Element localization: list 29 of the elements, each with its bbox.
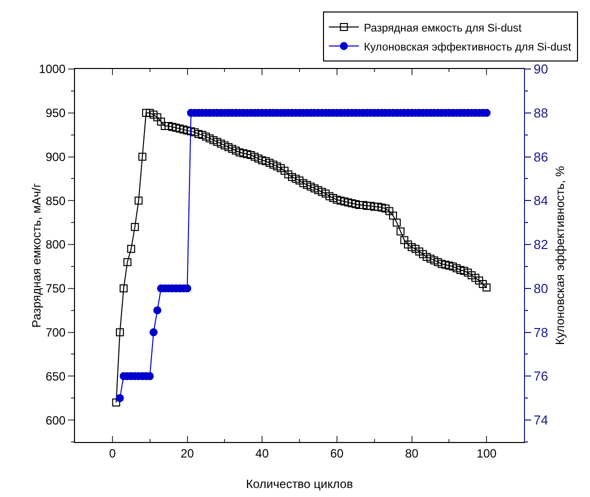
y-tick-label: 800 <box>46 238 66 252</box>
x-tick-label: 0 <box>109 446 116 460</box>
x-tick-label: 60 <box>330 446 344 460</box>
y-tick-label: 900 <box>46 150 66 164</box>
y2-tick-label: 78 <box>534 324 548 340</box>
y-tick-label: 600 <box>46 413 66 428</box>
y2-tick-label: 74 <box>534 412 548 428</box>
x-tick-label: 40 <box>255 446 270 460</box>
y2-tick-label: 76 <box>534 368 548 384</box>
y2-tick-label: 86 <box>534 149 548 164</box>
y2-tick-label: 80 <box>534 280 548 296</box>
y2-tick-label: 88 <box>534 105 548 120</box>
y-tick-label: 1000 <box>38 62 66 76</box>
x-tick-label: 80 <box>405 446 419 460</box>
y2-axis-title: Кулоновская эффективность, % <box>553 166 567 345</box>
y-tick-label: 950 <box>46 106 66 120</box>
y2-tick-label: 82 <box>534 237 548 252</box>
y-tick-label: 750 <box>46 282 66 296</box>
legend-label: Разрядная емкость для Si-dust <box>364 22 522 34</box>
y2-tick-label: 90 <box>534 62 548 77</box>
y-tick-label: 650 <box>46 369 66 384</box>
x-tick-label: 20 <box>180 446 194 460</box>
x-axis-title: Количество циклов <box>246 477 353 491</box>
y2-tick-label: 84 <box>534 193 548 208</box>
y-tick-label: 850 <box>46 194 66 208</box>
legend-label: Кулоновская эффективность для Si-dust <box>364 41 572 54</box>
x-tick-label: 100 <box>476 446 497 460</box>
y-tick-label: 700 <box>46 325 66 340</box>
y-axis-title: Разрядная емкость, мАч/г <box>30 182 44 328</box>
